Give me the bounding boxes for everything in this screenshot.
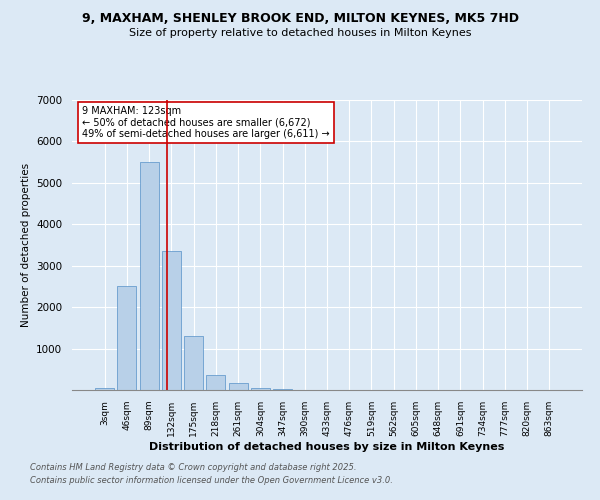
Bar	[118, 286, 136, 390]
Text: Size of property relative to detached houses in Milton Keynes: Size of property relative to detached ho…	[129, 28, 471, 38]
Bar	[162, 251, 181, 390]
Bar	[206, 374, 225, 390]
Bar	[273, 389, 292, 390]
Bar	[140, 162, 158, 390]
Y-axis label: Number of detached properties: Number of detached properties	[20, 163, 31, 327]
X-axis label: Distribution of detached houses by size in Milton Keynes: Distribution of detached houses by size …	[149, 442, 505, 452]
Text: Contains HM Land Registry data © Crown copyright and database right 2025.: Contains HM Land Registry data © Crown c…	[30, 464, 356, 472]
Text: 9 MAXHAM: 123sqm
← 50% of detached houses are smaller (6,672)
49% of semi-detach: 9 MAXHAM: 123sqm ← 50% of detached house…	[82, 106, 330, 139]
Text: Contains public sector information licensed under the Open Government Licence v3: Contains public sector information licen…	[30, 476, 393, 485]
Bar	[184, 336, 203, 390]
Text: 9, MAXHAM, SHENLEY BROOK END, MILTON KEYNES, MK5 7HD: 9, MAXHAM, SHENLEY BROOK END, MILTON KEY…	[82, 12, 518, 26]
Bar	[251, 388, 270, 390]
Bar	[229, 383, 248, 390]
Bar	[95, 388, 114, 390]
